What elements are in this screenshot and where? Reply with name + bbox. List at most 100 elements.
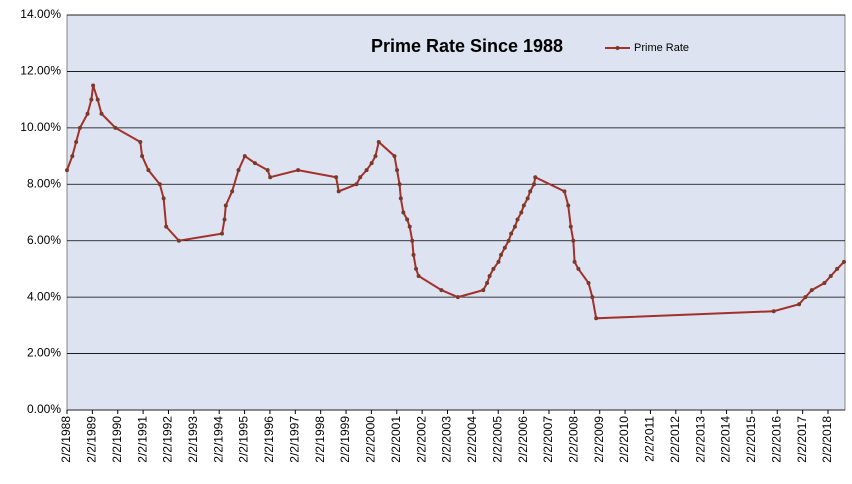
point xyxy=(364,168,369,173)
x-tick-label: 2/2/2015 xyxy=(744,416,758,463)
plot-area xyxy=(66,14,846,411)
point xyxy=(242,154,247,159)
point xyxy=(405,217,410,222)
point xyxy=(296,168,301,173)
point xyxy=(835,266,840,271)
series-line xyxy=(66,85,845,320)
x-tick-label: 2/2/2000 xyxy=(364,416,378,463)
point xyxy=(140,154,145,159)
point xyxy=(841,259,846,264)
point xyxy=(509,231,514,236)
x-tick-label: 2/2/1998 xyxy=(313,416,327,463)
point xyxy=(65,168,69,173)
point xyxy=(376,139,381,144)
x-tick-label: 2/2/1993 xyxy=(186,416,200,463)
point xyxy=(506,238,511,243)
point xyxy=(176,238,181,243)
point xyxy=(268,175,273,180)
point xyxy=(416,273,421,278)
x-tick-label: 2/2/1994 xyxy=(211,416,225,463)
x-tick-label: 2/2/1990 xyxy=(110,416,124,463)
point xyxy=(138,139,143,144)
point xyxy=(77,125,82,130)
point xyxy=(395,168,400,173)
point xyxy=(525,196,530,201)
point xyxy=(74,139,79,144)
legend-marker xyxy=(615,46,620,50)
point xyxy=(571,238,576,243)
point xyxy=(491,266,496,271)
x-tick-label: 2/2/1997 xyxy=(287,416,301,463)
chart-title: Prime Rate Since 1988 xyxy=(371,36,563,56)
point xyxy=(822,281,827,286)
point xyxy=(354,182,359,187)
point xyxy=(70,154,75,159)
point xyxy=(414,266,419,271)
point xyxy=(803,295,808,300)
point xyxy=(455,295,460,300)
point xyxy=(496,259,501,264)
x-tick-label: 2/2/1999 xyxy=(338,416,352,463)
x-tick-label: 2/2/1988 xyxy=(59,416,73,463)
point xyxy=(358,175,363,180)
x-tick-label: 2/2/1992 xyxy=(161,416,175,463)
point xyxy=(164,224,169,229)
point xyxy=(219,231,224,236)
point xyxy=(236,168,241,173)
x-tick-label: 2/2/2014 xyxy=(719,416,733,463)
point xyxy=(519,210,524,215)
x-tick-label: 2/2/1996 xyxy=(262,416,276,463)
x-tick-label: 2/2/2007 xyxy=(541,416,555,463)
legend-label: Prime Rate xyxy=(634,42,689,54)
point xyxy=(809,288,814,293)
point xyxy=(502,245,507,250)
point xyxy=(222,217,227,222)
point xyxy=(411,252,416,257)
y-tick-label: 6.00% xyxy=(27,233,61,247)
point xyxy=(512,224,517,229)
point xyxy=(91,83,96,88)
y-tick-label: 12.00% xyxy=(20,64,61,78)
x-tick-label: 2/2/1989 xyxy=(85,416,99,463)
point xyxy=(252,161,257,166)
point xyxy=(398,196,403,201)
point xyxy=(89,97,94,102)
x-tick-label: 2/2/2006 xyxy=(516,416,530,463)
point xyxy=(223,203,228,208)
x-tick-label: 2/2/2010 xyxy=(617,416,631,463)
x-tick-label: 2/2/2012 xyxy=(668,416,682,463)
point xyxy=(594,316,599,321)
x-tick-label: 2/2/1991 xyxy=(135,416,149,463)
point xyxy=(532,182,537,187)
x-tick-label: 2/2/2004 xyxy=(465,416,479,463)
point xyxy=(397,182,402,187)
point xyxy=(265,168,270,173)
point xyxy=(85,111,90,116)
point xyxy=(334,175,339,180)
x-tick-label: 2/2/2001 xyxy=(389,416,403,463)
point xyxy=(485,281,490,286)
point xyxy=(533,175,538,180)
point xyxy=(515,217,520,222)
x-tick-label: 2/2/2002 xyxy=(414,416,428,463)
point xyxy=(481,288,486,293)
point xyxy=(369,161,374,166)
x-tick-label: 2/2/2018 xyxy=(820,416,834,463)
point xyxy=(410,238,415,243)
point xyxy=(392,154,397,159)
point xyxy=(562,189,567,194)
point xyxy=(499,252,504,257)
y-tick-label: 14.00% xyxy=(20,7,61,21)
x-tick-label: 2/2/2009 xyxy=(592,416,606,463)
point xyxy=(797,302,802,307)
x-tick-label: 2/2/2013 xyxy=(693,416,707,463)
point xyxy=(568,224,573,229)
point xyxy=(586,281,591,286)
y-tick-label: 4.00% xyxy=(27,289,61,303)
point xyxy=(528,189,533,194)
point xyxy=(161,196,166,201)
x-tick-label: 2/2/2016 xyxy=(769,416,783,463)
point xyxy=(521,203,526,208)
